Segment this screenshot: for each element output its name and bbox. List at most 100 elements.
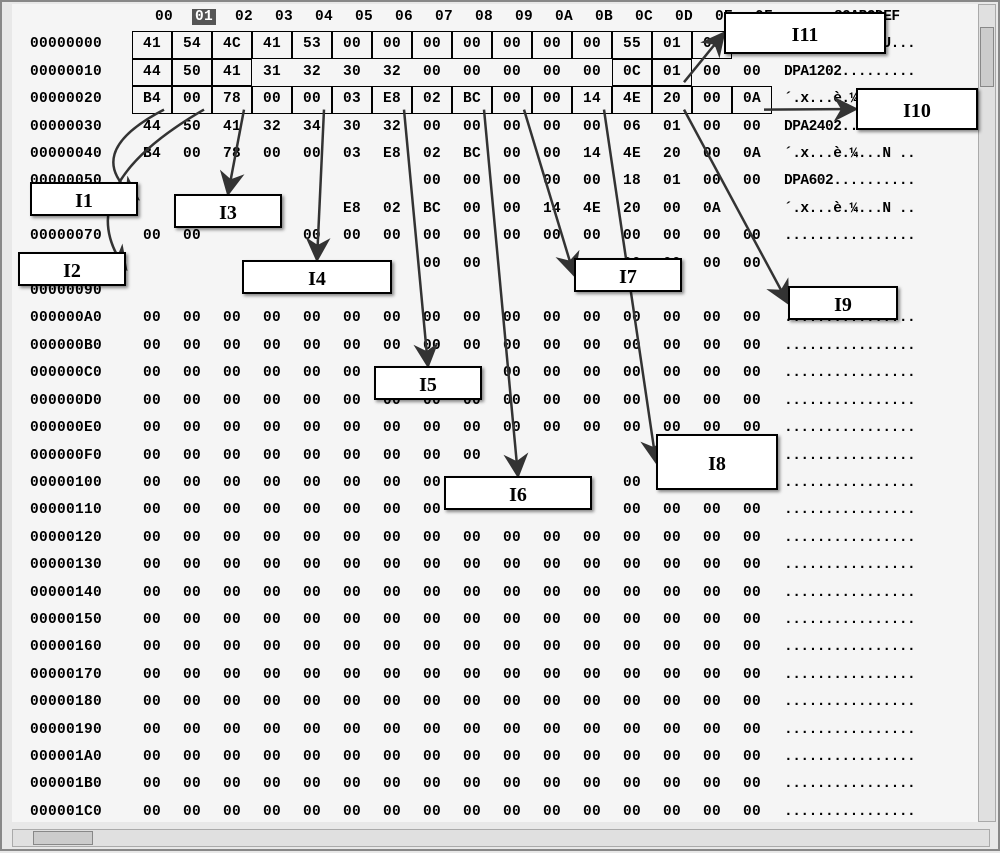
hex-row: 00000020B40078000003E802BC0000144E20000A… bbox=[12, 86, 988, 113]
hex-byte: 00 bbox=[572, 360, 612, 387]
hex-byte: 00 bbox=[252, 388, 292, 415]
hex-row: 00000060E802BC0000144E20000A´.x...è.¼...… bbox=[12, 196, 988, 223]
callout-I9: I9 bbox=[788, 286, 898, 320]
hex-byte: 00 bbox=[292, 141, 332, 168]
hex-byte: 00 bbox=[692, 717, 732, 744]
hex-byte: 00 bbox=[532, 31, 572, 58]
hex-byte: 00 bbox=[652, 607, 692, 634]
hex-byte: 00 bbox=[212, 497, 252, 524]
hex-byte: 00 bbox=[292, 415, 332, 442]
hex-byte: 00 bbox=[252, 607, 292, 634]
hex-byte: 00 bbox=[292, 607, 332, 634]
hex-byte: 00 bbox=[612, 580, 652, 607]
hex-byte: 00 bbox=[452, 168, 492, 195]
hex-byte: 00 bbox=[572, 634, 612, 661]
hex-byte: 00 bbox=[732, 333, 772, 360]
hex-byte: 00 bbox=[132, 552, 172, 579]
hex-byte: 00 bbox=[612, 305, 652, 332]
hex-byte: 41 bbox=[132, 31, 172, 58]
hex-byte: 00 bbox=[412, 607, 452, 634]
hex-byte: 00 bbox=[212, 360, 252, 387]
ascii-column: ................ bbox=[772, 333, 915, 360]
hex-row: 000000F0000000000000000000000000........… bbox=[12, 443, 988, 470]
hex-byte: 00 bbox=[572, 607, 612, 634]
ascii-column: ................ bbox=[772, 443, 915, 470]
hex-byte: 00 bbox=[132, 717, 172, 744]
row-address: 000000C0 bbox=[12, 360, 132, 387]
horizontal-scroll-thumb[interactable] bbox=[33, 831, 93, 845]
hex-byte: 00 bbox=[132, 223, 172, 250]
hex-byte: E8 bbox=[372, 141, 412, 168]
hex-byte: 00 bbox=[532, 86, 572, 113]
row-address: 00000030 bbox=[12, 114, 132, 141]
hex-byte: 00 bbox=[612, 634, 652, 661]
hex-byte: 00 bbox=[412, 251, 452, 278]
hex-byte: 41 bbox=[212, 114, 252, 141]
hex-byte: 00 bbox=[212, 799, 252, 822]
hex-byte: 00 bbox=[692, 141, 732, 168]
horizontal-scrollbar[interactable] bbox=[12, 829, 990, 847]
ascii-column: ................ bbox=[772, 662, 915, 689]
hex-byte: 00 bbox=[532, 799, 572, 822]
column-header: 06 bbox=[384, 4, 424, 31]
hex-byte: 41 bbox=[212, 59, 252, 86]
column-header: 0B bbox=[584, 4, 624, 31]
hex-byte: 00 bbox=[412, 580, 452, 607]
ascii-column: ................ bbox=[772, 607, 915, 634]
column-header: 07 bbox=[424, 4, 464, 31]
hex-byte: 00 bbox=[732, 59, 772, 86]
hex-row: 0000003044504132343032000000000006010000… bbox=[12, 114, 988, 141]
hex-byte: 18 bbox=[612, 168, 652, 195]
hex-byte: 00 bbox=[612, 388, 652, 415]
hex-byte: 14 bbox=[572, 141, 612, 168]
hex-byte: 32 bbox=[252, 114, 292, 141]
hex-byte: 00 bbox=[292, 305, 332, 332]
hex-byte: 00 bbox=[212, 771, 252, 798]
hex-byte: 00 bbox=[292, 771, 332, 798]
hex-byte: 00 bbox=[132, 360, 172, 387]
hex-byte: 00 bbox=[292, 552, 332, 579]
hex-byte: 00 bbox=[292, 525, 332, 552]
row-address: 00000150 bbox=[12, 607, 132, 634]
hex-byte: 00 bbox=[292, 634, 332, 661]
row-address: 000000E0 bbox=[12, 415, 132, 442]
callout-I3: I3 bbox=[174, 194, 282, 228]
ascii-column: ................ bbox=[772, 799, 915, 822]
vertical-scroll-thumb[interactable] bbox=[980, 27, 994, 87]
row-address: 000001C0 bbox=[12, 799, 132, 822]
hex-byte: 00 bbox=[212, 607, 252, 634]
hex-byte: 00 bbox=[532, 59, 572, 86]
row-address: 00000040 bbox=[12, 141, 132, 168]
hex-byte: 00 bbox=[652, 662, 692, 689]
hex-byte: 00 bbox=[372, 580, 412, 607]
hex-byte: 00 bbox=[132, 415, 172, 442]
hex-byte: 00 bbox=[572, 59, 612, 86]
hex-byte: 00 bbox=[292, 662, 332, 689]
hex-byte: 00 bbox=[652, 717, 692, 744]
hex-byte: BC bbox=[412, 196, 452, 223]
hex-byte: 00 bbox=[372, 689, 412, 716]
hex-byte: 00 bbox=[452, 662, 492, 689]
hex-byte: 00 bbox=[332, 497, 372, 524]
vertical-scrollbar[interactable] bbox=[978, 4, 996, 822]
hex-byte: 20 bbox=[652, 86, 692, 113]
hex-byte: 00 bbox=[732, 744, 772, 771]
hex-byte: 00 bbox=[332, 744, 372, 771]
hex-byte: 00 bbox=[212, 552, 252, 579]
hex-byte: 00 bbox=[572, 799, 612, 822]
hex-byte: 00 bbox=[692, 251, 732, 278]
hex-byte: 00 bbox=[692, 86, 732, 113]
hex-byte: 00 bbox=[212, 717, 252, 744]
hex-byte: 00 bbox=[492, 141, 532, 168]
hex-byte: 00 bbox=[692, 59, 732, 86]
hex-byte: 00 bbox=[572, 744, 612, 771]
hex-byte: 00 bbox=[292, 470, 332, 497]
hex-byte: 00 bbox=[332, 388, 372, 415]
ascii-column: ................ bbox=[772, 744, 915, 771]
hex-row: 000000700000000000000000000000000000....… bbox=[12, 223, 988, 250]
column-header: 02 bbox=[224, 4, 264, 31]
callout-I5: I5 bbox=[374, 366, 482, 400]
hex-byte: 78 bbox=[212, 141, 252, 168]
hex-byte: 00 bbox=[572, 168, 612, 195]
hex-byte: 00 bbox=[292, 443, 332, 470]
